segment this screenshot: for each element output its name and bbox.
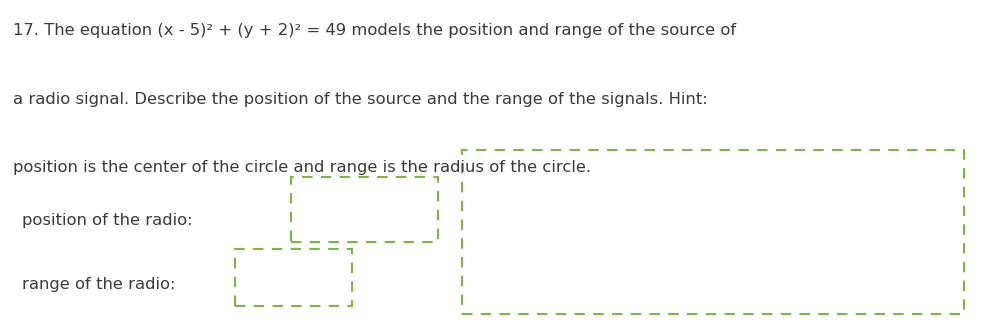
Bar — [235, 249, 352, 306]
Text: 17. The equation (x - 5)² + (y + 2)² = 49 models the position and range of the s: 17. The equation (x - 5)² + (y + 2)² = 4… — [13, 23, 736, 38]
Text: range of the radio:: range of the radio: — [22, 277, 175, 292]
Bar — [291, 177, 438, 242]
Text: position is the center of the circle and range is the radius of the circle.: position is the center of the circle and… — [13, 160, 591, 175]
Bar — [462, 150, 964, 314]
Text: a radio signal. Describe the position of the source and the range of the signals: a radio signal. Describe the position of… — [13, 92, 707, 107]
Text: position of the radio:: position of the radio: — [22, 213, 193, 228]
